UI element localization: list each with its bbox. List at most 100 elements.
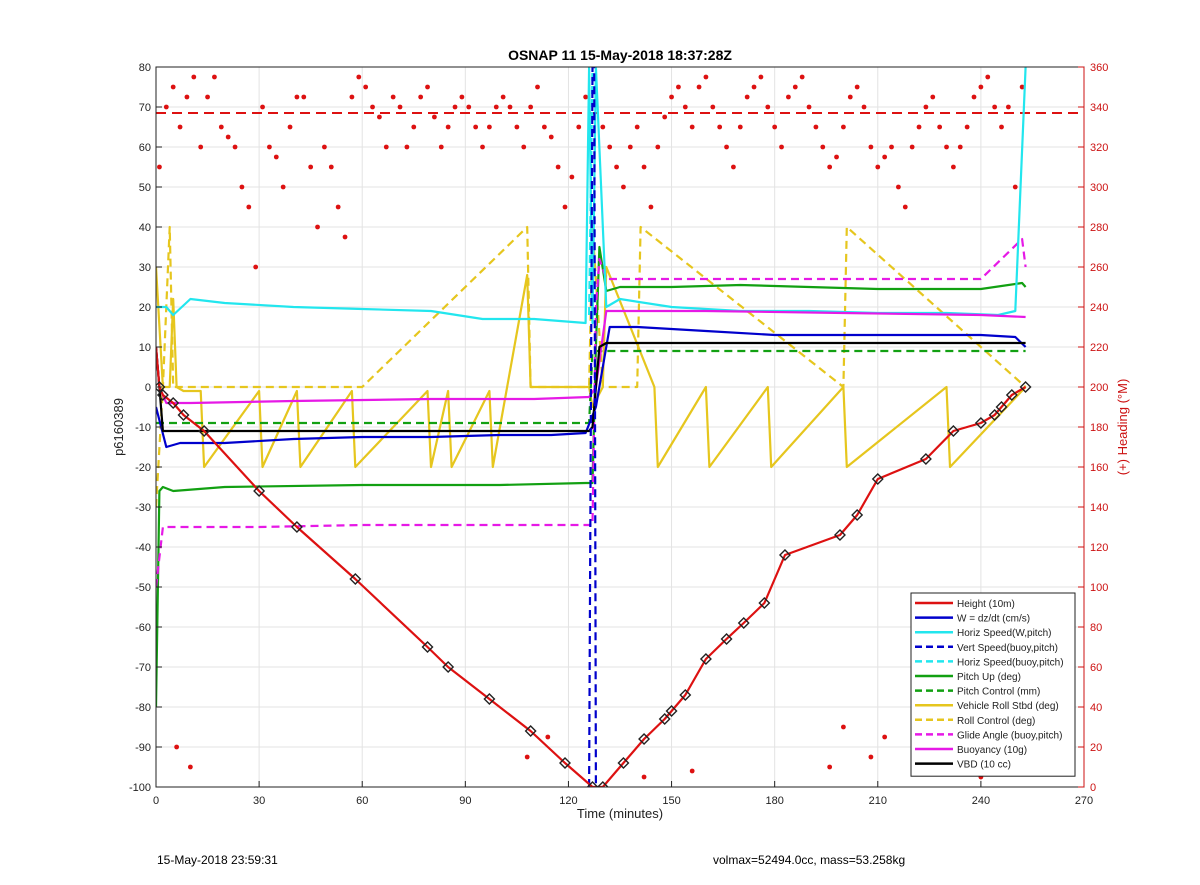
heading-point bbox=[621, 184, 626, 190]
y2-tick-label: 20 bbox=[1090, 742, 1102, 754]
heading-point bbox=[937, 124, 943, 130]
height-marker bbox=[679, 689, 692, 701]
heading-point bbox=[689, 124, 695, 130]
legend-entry-label: Vert Speed(buoy,pitch) bbox=[957, 643, 1058, 654]
heading-point bbox=[404, 144, 410, 150]
legend-entry-label: Glide Angle (buoy,pitch) bbox=[957, 730, 1062, 741]
legend-entry-label: Height (10m) bbox=[957, 599, 1015, 610]
y2-tick-label: 300 bbox=[1090, 182, 1108, 194]
heading-point bbox=[328, 164, 334, 170]
height-marker bbox=[167, 397, 180, 409]
heading-point bbox=[514, 124, 520, 130]
height-marker bbox=[421, 641, 434, 653]
heading-point bbox=[930, 94, 936, 100]
heading-point bbox=[438, 144, 444, 150]
heading-point bbox=[820, 144, 826, 150]
x-tick-label: 0 bbox=[153, 795, 159, 807]
heading-point bbox=[342, 234, 348, 240]
heading-point bbox=[923, 104, 929, 110]
heading-point bbox=[731, 164, 736, 170]
heading-point bbox=[184, 94, 190, 100]
y2-tick-label: 0 bbox=[1090, 782, 1096, 794]
x-tick-label: 60 bbox=[356, 795, 368, 807]
heading-point bbox=[287, 124, 293, 130]
series-line bbox=[156, 346, 1027, 787]
height-marker bbox=[665, 705, 678, 717]
heading-point bbox=[521, 144, 527, 150]
y-axis-left: -100-90-80-70-60-50-40-30-20-10010203040… bbox=[129, 62, 162, 794]
y2-tick-label: 340 bbox=[1090, 102, 1108, 114]
legend-entry-label: W = dz/dt (cm/s) bbox=[957, 614, 1030, 625]
y-tick-label: 80 bbox=[139, 62, 151, 74]
heading-point bbox=[861, 104, 867, 110]
heading-point bbox=[882, 154, 888, 160]
heading-point bbox=[390, 94, 396, 100]
heading-point bbox=[294, 94, 300, 100]
heading-point bbox=[555, 164, 561, 170]
heading-point bbox=[641, 774, 647, 780]
heading-point bbox=[964, 124, 970, 130]
y-axis-label: p6160389 bbox=[111, 398, 126, 456]
legend-entry-label: Roll Control (deg) bbox=[957, 716, 1035, 727]
heading-point bbox=[758, 74, 764, 80]
heading-point bbox=[662, 114, 668, 120]
height-marker bbox=[758, 597, 771, 609]
x-axis-label: Time (minutes) bbox=[577, 806, 663, 821]
heading-point bbox=[335, 204, 341, 210]
height-marker bbox=[1019, 381, 1032, 393]
height-marker bbox=[483, 693, 496, 705]
y-tick-label: -40 bbox=[135, 542, 151, 554]
y2-tick-label: 360 bbox=[1090, 62, 1108, 74]
heading-point bbox=[841, 724, 846, 730]
y2-tick-label: 320 bbox=[1090, 142, 1108, 154]
heading-point bbox=[786, 94, 791, 100]
heading-point bbox=[569, 174, 575, 180]
y-tick-label: 70 bbox=[139, 102, 151, 114]
heading-point bbox=[260, 104, 265, 110]
heading-point bbox=[703, 74, 709, 80]
heading-point bbox=[432, 114, 437, 120]
height-marker bbox=[658, 713, 671, 725]
y2-tick-label: 40 bbox=[1090, 702, 1102, 714]
heading-point bbox=[889, 144, 894, 150]
height-marker bbox=[198, 425, 211, 437]
y-tick-label: -80 bbox=[135, 702, 151, 714]
series-line bbox=[587, 67, 598, 787]
timestamp-text: 15-May-2018 23:59:31 bbox=[157, 853, 278, 867]
heading-point bbox=[349, 94, 355, 100]
heading-point bbox=[225, 134, 231, 140]
height-marker bbox=[442, 661, 455, 673]
heading-point bbox=[896, 184, 901, 190]
y2-tick-label: 100 bbox=[1090, 582, 1108, 594]
heading-point bbox=[473, 124, 479, 130]
heading-point bbox=[411, 124, 417, 130]
heading-point bbox=[363, 84, 369, 90]
x-tick-label: 120 bbox=[559, 795, 577, 807]
legend-entry-label: VBD (10 cc) bbox=[957, 760, 1011, 771]
heading-point bbox=[500, 94, 506, 100]
heading-point bbox=[868, 754, 874, 760]
heading-point bbox=[607, 144, 613, 150]
height-marker bbox=[871, 473, 884, 485]
heading-point bbox=[466, 104, 472, 110]
heading-point bbox=[641, 164, 647, 170]
legend-entry-label: Vehicle Roll Stbd (deg) bbox=[957, 701, 1059, 712]
x-tick-label: 30 bbox=[253, 795, 265, 807]
heading-point bbox=[614, 164, 619, 170]
heading-point bbox=[191, 74, 197, 80]
heading-point bbox=[978, 84, 984, 90]
y2-axis-label: (+) Heading (°M) bbox=[1115, 379, 1130, 476]
height-marker bbox=[524, 725, 537, 737]
height-marker bbox=[586, 781, 599, 787]
y-tick-label: -30 bbox=[135, 502, 151, 514]
chart-title: OSNAP 11 15-May-2018 18:37:28Z bbox=[508, 47, 732, 63]
y2-tick-label: 240 bbox=[1090, 302, 1108, 314]
legend-entry-label: Buoyancy (10g) bbox=[957, 745, 1027, 756]
heading-point bbox=[308, 164, 314, 170]
heading-point bbox=[157, 164, 162, 170]
y-tick-label: -100 bbox=[129, 782, 151, 794]
height-marker bbox=[988, 409, 1001, 421]
heading-point bbox=[882, 734, 888, 740]
height-marker bbox=[290, 521, 303, 533]
height-marker bbox=[596, 781, 609, 787]
